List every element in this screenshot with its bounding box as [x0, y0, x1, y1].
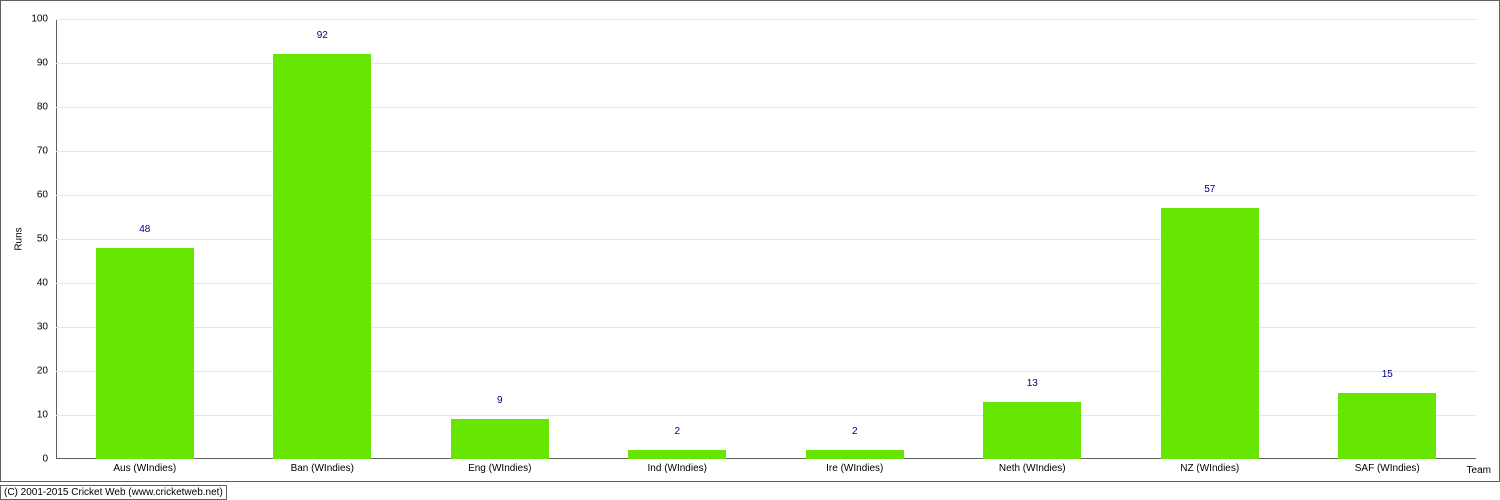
x-axis-baseline	[56, 458, 1476, 459]
y-tick-label: 70	[37, 146, 48, 157]
bar	[806, 450, 904, 459]
x-tick-label: Ind (WIndies)	[648, 463, 707, 474]
bar	[983, 402, 1081, 459]
plot-area: 4892922135715	[56, 19, 1476, 459]
x-tick-label: Aus (WIndies)	[113, 463, 176, 474]
chart-frame: 4892922135715 Runs Team 0102030405060708…	[0, 0, 1500, 482]
bar-value-label: 92	[317, 30, 328, 41]
gridline	[56, 239, 1476, 240]
gridline	[56, 195, 1476, 196]
gridline	[56, 415, 1476, 416]
x-tick-label: Neth (WIndies)	[999, 463, 1066, 474]
bar-value-label: 57	[1204, 184, 1215, 195]
y-axis-title: Runs	[14, 227, 25, 250]
copyright-notice: (C) 2001-2015 Cricket Web (www.cricketwe…	[0, 485, 227, 500]
y-tick-label: 40	[37, 278, 48, 289]
gridline	[56, 63, 1476, 64]
y-tick-label: 60	[37, 190, 48, 201]
gridline	[56, 327, 1476, 328]
bar	[96, 248, 194, 459]
x-axis-title: Team	[1467, 465, 1491, 476]
y-tick-label: 20	[37, 366, 48, 377]
y-tick-label: 50	[37, 234, 48, 245]
bar	[628, 450, 726, 459]
bar-value-label: 2	[674, 426, 680, 437]
y-tick-label: 10	[37, 410, 48, 421]
x-tick-label: SAF (WIndies)	[1355, 463, 1420, 474]
x-tick-label: Ban (WIndies)	[291, 463, 354, 474]
y-tick-label: 100	[31, 14, 48, 25]
y-tick-label: 80	[37, 102, 48, 113]
y-tick-label: 30	[37, 322, 48, 333]
x-tick-label: Ire (WIndies)	[826, 463, 883, 474]
bar	[1161, 208, 1259, 459]
gridline	[56, 151, 1476, 152]
y-tick-label: 90	[37, 58, 48, 69]
x-tick-label: Eng (WIndies)	[468, 463, 531, 474]
bar	[1338, 393, 1436, 459]
gridline	[56, 283, 1476, 284]
gridline	[56, 371, 1476, 372]
gridline	[56, 107, 1476, 108]
bar-value-label: 13	[1027, 378, 1038, 389]
gridline	[56, 19, 1476, 20]
bar-value-label: 9	[497, 395, 503, 406]
bar	[273, 54, 371, 459]
bar-value-label: 2	[852, 426, 858, 437]
y-tick-label: 0	[42, 454, 48, 465]
x-tick-label: NZ (WIndies)	[1180, 463, 1239, 474]
bar-value-label: 15	[1382, 369, 1393, 380]
bar	[451, 419, 549, 459]
bar-value-label: 48	[139, 224, 150, 235]
